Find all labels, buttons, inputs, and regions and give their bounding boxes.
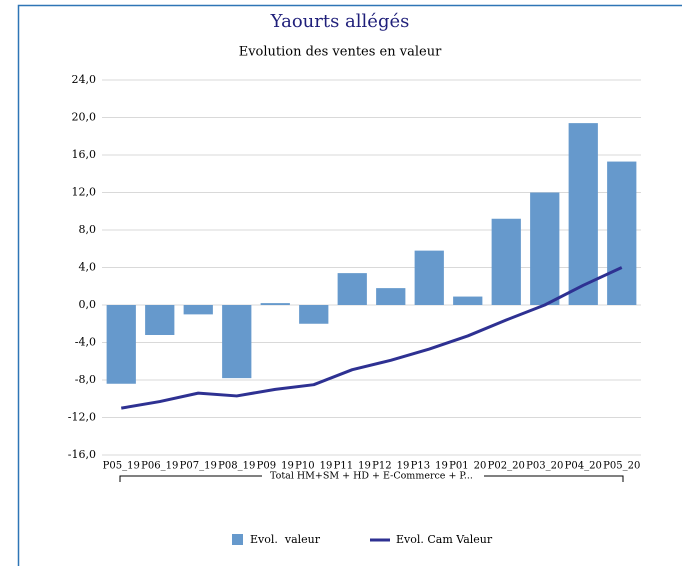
x-tick-label: P07_19 (180, 461, 217, 472)
x-tick-label: P06_19 (141, 461, 178, 472)
bar (222, 305, 252, 379)
y-tick-label: 12,0 (72, 186, 97, 199)
x-tick-label: P03_20 (526, 461, 563, 472)
y-tick-label: -4,0 (75, 336, 96, 349)
bar (376, 288, 406, 305)
legend-swatch (232, 534, 243, 545)
y-tick-label: 24,0 (72, 73, 97, 86)
bar (414, 250, 444, 305)
y-tick-label: 4,0 (79, 261, 97, 274)
bar (145, 305, 175, 335)
x-tick-label: P11_19 (334, 461, 371, 472)
x-group-label: Total HM+SM + HD + E-Commerce + P... (270, 471, 473, 482)
line (120, 266, 623, 410)
x-tick-label: P10_19 (295, 461, 332, 472)
bar (568, 123, 598, 305)
bar (299, 305, 329, 324)
y-tick-label: -8,0 (75, 373, 96, 386)
bar (260, 303, 290, 305)
y-tick-label: -12,0 (68, 411, 96, 424)
chart-subtitle: Evolution des ventes en valeur (239, 45, 442, 60)
x-group-bg (262, 470, 484, 482)
y-tick-label: 20,0 (72, 111, 97, 124)
x-tick-label: P05_19 (103, 461, 140, 472)
y-tick-label: 16,0 (72, 148, 97, 161)
chart-title: Yaourts allégés (270, 11, 410, 32)
x-tick-label: P08_19 (218, 461, 255, 472)
x-tick-label: P12_19 (372, 461, 409, 472)
bar (530, 192, 560, 305)
legend-label: Evol. valeur (250, 533, 321, 546)
frame (17, 4, 682, 566)
bar (453, 296, 483, 305)
bar (607, 161, 637, 305)
x-tick-label: P02_20 (488, 461, 525, 472)
bar (183, 305, 213, 315)
x-tick-label: P01_20 (449, 461, 486, 472)
y-tick-label: -16,0 (68, 448, 96, 461)
bar (337, 273, 367, 305)
x-tick-label: P05_20 (603, 461, 640, 472)
x-tick-label: P04_20 (565, 461, 602, 472)
x-tick-label: P13_19 (411, 461, 448, 472)
legend-label: Evol. Cam Valeur (396, 533, 493, 546)
x-tick-label: P09_19 (257, 461, 294, 472)
bar (491, 218, 521, 305)
bar (106, 305, 136, 384)
y-tick-label: 8,0 (79, 223, 97, 236)
y-tick-label: 0,0 (79, 298, 97, 311)
